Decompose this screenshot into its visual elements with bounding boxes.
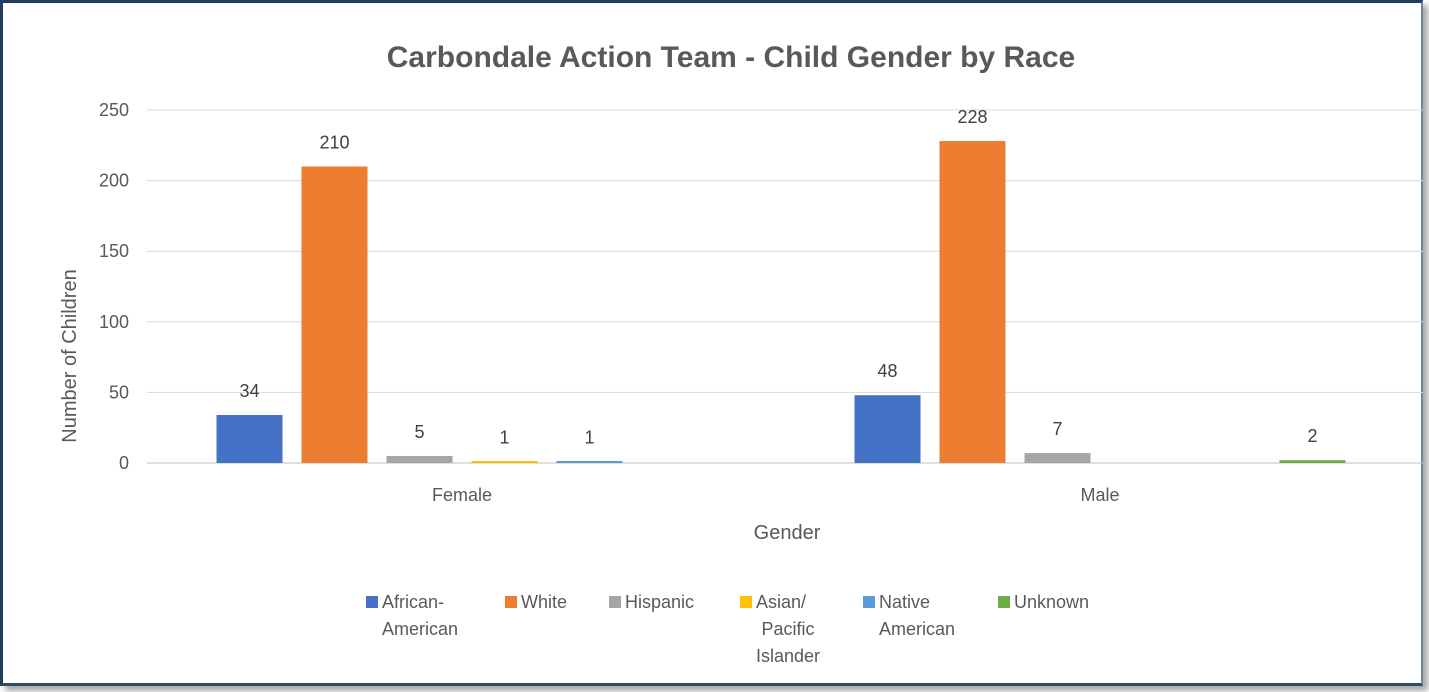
legend-item: Unknown bbox=[998, 592, 1089, 612]
x-tick-label: Male bbox=[1080, 485, 1119, 505]
y-tick-label: 150 bbox=[99, 241, 129, 261]
legend-label: African- bbox=[382, 592, 444, 612]
x-tick-label: Female bbox=[432, 485, 492, 505]
legend-swatch bbox=[366, 596, 378, 608]
y-tick-label: 0 bbox=[119, 453, 129, 473]
legend-label: American bbox=[382, 619, 458, 639]
bar bbox=[301, 166, 368, 464]
data-label: 1 bbox=[584, 428, 594, 448]
legend-label: Pacific bbox=[762, 619, 815, 639]
data-label: 210 bbox=[319, 132, 349, 152]
legend-swatch bbox=[863, 596, 875, 608]
legend: African- American White Hispanic Asian/Pacif… bbox=[366, 592, 1089, 666]
y-axis-title: Number of Children bbox=[59, 269, 81, 442]
data-label: 228 bbox=[957, 107, 987, 127]
data-label: 5 bbox=[414, 422, 424, 442]
legend-label: Unknown bbox=[1014, 592, 1089, 612]
legend-item: Asian/Pacific Islander bbox=[740, 592, 820, 666]
bar bbox=[1024, 453, 1091, 463]
legend-label: Hispanic bbox=[625, 592, 694, 612]
bar bbox=[854, 395, 921, 463]
y-tick-label: 250 bbox=[99, 100, 129, 120]
legend-item: Hispanic bbox=[609, 592, 694, 612]
legend-item: White bbox=[505, 592, 567, 612]
data-label: 48 bbox=[877, 361, 897, 381]
legend-label: Islander bbox=[756, 646, 820, 666]
legend-item: African- American bbox=[366, 592, 458, 639]
legend-item: Native American bbox=[863, 592, 955, 639]
bar bbox=[1279, 460, 1346, 463]
legend-label: White bbox=[521, 592, 567, 612]
legend-swatch bbox=[740, 596, 752, 608]
y-tick-label: 50 bbox=[109, 382, 129, 402]
legend-label: American bbox=[879, 619, 955, 639]
bar-chart: Carbondale Action Team - Child Gender by… bbox=[59, 41, 1423, 666]
legend-swatch bbox=[998, 596, 1010, 608]
bar bbox=[216, 414, 283, 463]
chart-title: Carbondale Action Team - Child Gender by… bbox=[387, 41, 1075, 74]
legend-swatch bbox=[609, 596, 621, 608]
y-axis-ticks: 0 50 100 150 200 250 bbox=[99, 100, 129, 473]
bars bbox=[216, 141, 1346, 464]
data-label: 7 bbox=[1052, 419, 1062, 439]
y-tick-label: 100 bbox=[99, 312, 129, 332]
legend-label: Asian/ bbox=[756, 592, 806, 612]
x-axis-title: Gender bbox=[754, 522, 821, 544]
y-tick-label: 200 bbox=[99, 171, 129, 191]
legend-swatch bbox=[505, 596, 517, 608]
x-axis-ticks: Female Male bbox=[432, 485, 1120, 505]
data-label: 34 bbox=[239, 381, 259, 401]
legend-label: Native bbox=[879, 592, 930, 612]
data-labels: 34 210 5 1 1 48 228 7 2 bbox=[239, 107, 1317, 448]
bar bbox=[471, 461, 538, 463]
data-label: 1 bbox=[499, 428, 509, 448]
bar bbox=[556, 461, 623, 463]
data-label: 2 bbox=[1307, 426, 1317, 446]
bar bbox=[386, 455, 453, 463]
bar bbox=[939, 141, 1006, 463]
